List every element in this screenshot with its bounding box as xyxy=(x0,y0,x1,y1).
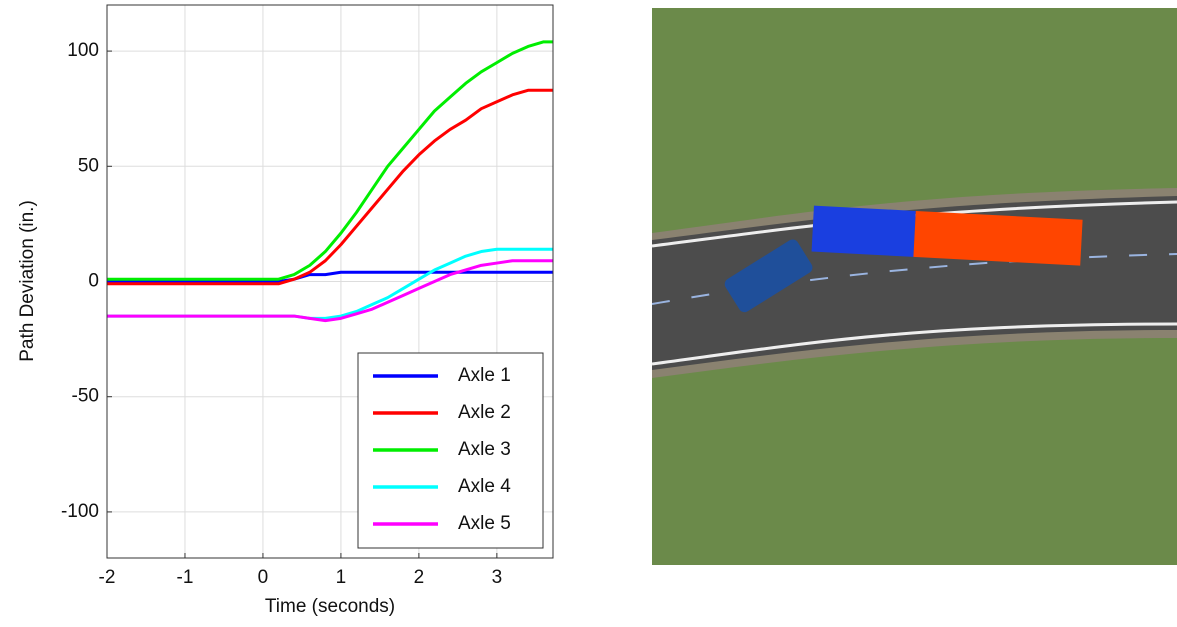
y-tick-label: 0 xyxy=(88,271,99,292)
trailer-front xyxy=(811,205,916,257)
x-tick-label: 3 xyxy=(492,567,503,588)
x-tick-label: 0 xyxy=(258,567,269,588)
legend: Axle 1 Axle 2 Axle 3 Axle 4 Axle 5 xyxy=(357,352,544,549)
x-tick-label: 2 xyxy=(414,567,425,588)
road-edge xyxy=(652,322,1177,366)
plot-frame xyxy=(106,4,554,559)
series-line xyxy=(107,40,553,281)
y-axis-label: Path Deviation (in.) xyxy=(17,200,38,362)
simulation-view xyxy=(652,8,1177,565)
x-axis-label: Time (seconds) xyxy=(265,596,395,617)
x-tick-label: 1 xyxy=(336,567,347,588)
x-tick-label: -1 xyxy=(177,567,194,588)
tractor xyxy=(724,239,813,313)
legend-label: Axle 5 xyxy=(458,513,511,534)
trailer-rear xyxy=(913,210,1083,266)
y-tick-label: 50 xyxy=(78,155,99,176)
legend-label: Axle 3 xyxy=(458,439,511,460)
series-line xyxy=(107,88,553,286)
y-tick-label: -50 xyxy=(72,386,99,407)
truck xyxy=(811,205,1083,266)
legend-label: Axle 2 xyxy=(458,402,511,423)
legend-label: Axle 1 xyxy=(458,365,511,386)
cab xyxy=(724,239,813,313)
y-tick-label: -100 xyxy=(61,501,99,522)
y-tick-label: 100 xyxy=(67,40,99,61)
legend-label: Axle 4 xyxy=(458,476,511,497)
chart: Time (seconds) Path Deviation (in.) -2 -1… xyxy=(17,4,554,617)
series-line xyxy=(107,259,553,323)
x-tick-label: -2 xyxy=(99,567,116,588)
